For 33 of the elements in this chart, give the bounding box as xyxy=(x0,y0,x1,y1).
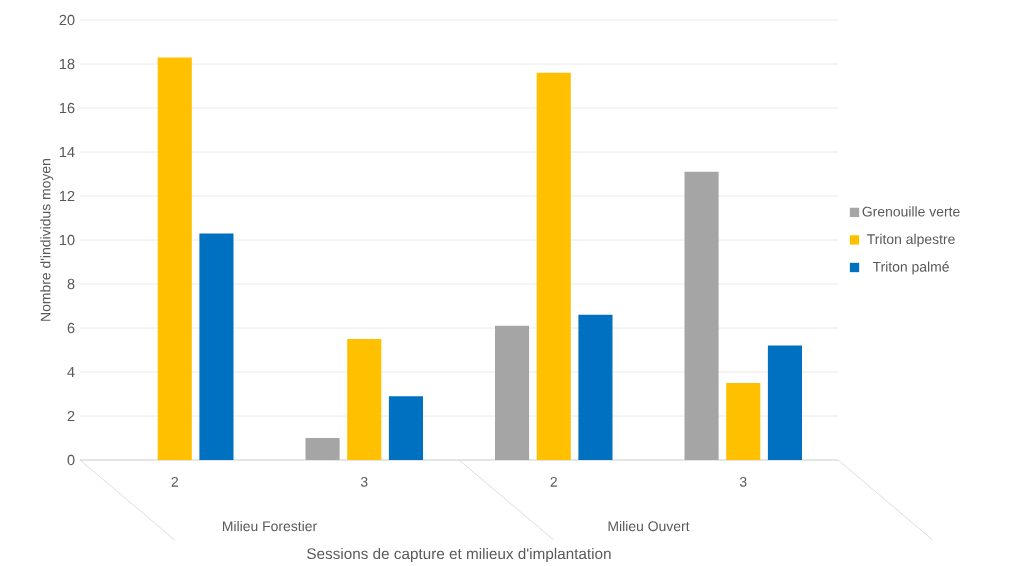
y-tick-label: 10 xyxy=(59,234,75,246)
text: Milieu Forestier xyxy=(222,520,317,532)
bar xyxy=(684,171,719,460)
x-tick-label: 3 xyxy=(739,476,747,487)
bar xyxy=(495,325,530,460)
y-tick-label: 0 xyxy=(67,454,75,466)
y-tick-label: 8 xyxy=(67,278,75,290)
y-tick-label: 6 xyxy=(67,322,75,334)
bar xyxy=(199,233,234,460)
text: Milieu Ouvert xyxy=(608,520,690,532)
x-tick-label: 2 xyxy=(550,476,557,487)
x-tick-label: 2 xyxy=(171,476,178,487)
legend-label: Triton palmé xyxy=(872,261,949,275)
x-tick-label: 3 xyxy=(360,476,368,487)
y-tick-label: 20 xyxy=(59,14,75,26)
y-tick-label: 4 xyxy=(67,366,75,378)
bar xyxy=(536,72,571,460)
bar xyxy=(726,383,761,460)
y-axis-title: Nombre d'individus moyen xyxy=(40,158,54,321)
legend-label: Grenouille verte xyxy=(862,206,960,217)
y-tick-label: 2 xyxy=(67,410,75,422)
bar xyxy=(305,438,340,460)
y-tick-label: 18 xyxy=(59,58,75,70)
bar xyxy=(388,396,423,460)
legend-label: Triton alpestre xyxy=(867,233,955,247)
y-tick-label: 12 xyxy=(59,190,75,202)
bar xyxy=(578,314,613,460)
x-axis-title: Sessions de capture et milieux d'implantation xyxy=(307,547,611,563)
bar xyxy=(767,345,802,460)
bar xyxy=(347,339,382,460)
y-tick-label: 14 xyxy=(59,146,75,158)
y-tick-label: 16 xyxy=(59,102,75,114)
bar xyxy=(157,57,192,460)
